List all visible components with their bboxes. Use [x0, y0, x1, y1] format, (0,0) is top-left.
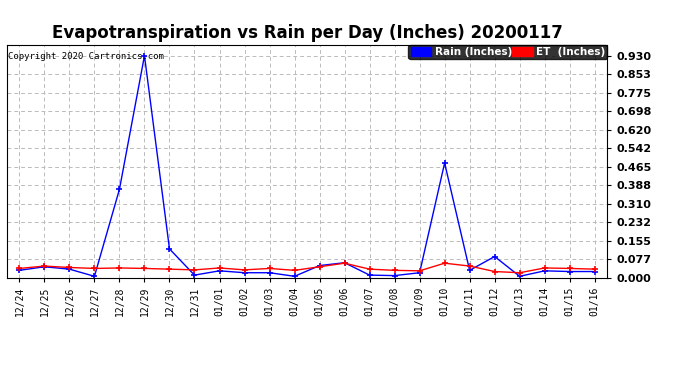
- Title: Evapotranspiration vs Rain per Day (Inches) 20200117: Evapotranspiration vs Rain per Day (Inch…: [52, 24, 562, 42]
- Text: Copyright 2020 Cartronics.com: Copyright 2020 Cartronics.com: [8, 52, 164, 61]
- Legend: Rain (Inches), ET  (Inches): Rain (Inches), ET (Inches): [408, 45, 607, 59]
